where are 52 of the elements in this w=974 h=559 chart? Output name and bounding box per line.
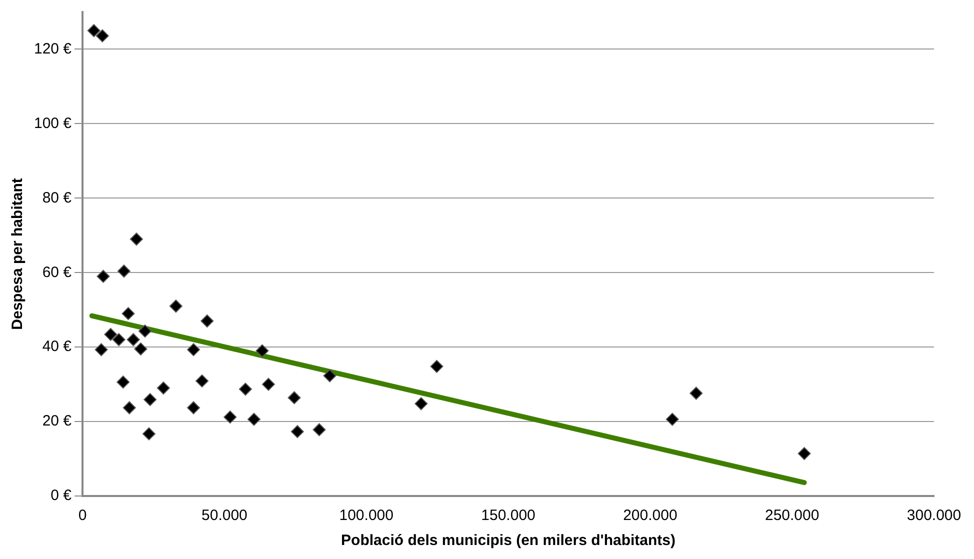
y-axis-title: Despesa per habitant [9,178,26,330]
point [112,333,126,346]
point [156,382,170,395]
x-tick-label: 50.000 [202,507,248,524]
y-tick-label: 100 € [34,114,72,132]
point [414,397,428,410]
y-tick-label: 20 € [42,412,72,430]
x-tick-label: 300.000 [906,507,962,524]
point [247,412,260,426]
point [134,342,148,356]
point [122,307,135,320]
point [116,376,130,389]
point [187,343,200,356]
x-tick-label: 0 [78,507,87,524]
x-tick-label: 150.000 [481,507,536,524]
point [130,232,143,246]
point [104,328,118,341]
y-tick-label: 0 € [50,487,72,504]
point [288,391,301,404]
point [200,314,214,328]
point [238,382,252,396]
x-tick-label: 100.000 [339,507,394,524]
y-tick-label: 40 € [42,338,72,356]
point [117,264,130,278]
point [138,324,152,338]
y-tick-label: 60 € [42,264,72,281]
point [96,270,110,283]
point [122,401,136,414]
point [262,378,275,391]
point [169,300,182,313]
point [196,374,209,388]
x-tick-label: 250.000 [764,507,820,524]
point [96,29,109,42]
point [126,333,140,346]
point [256,344,269,358]
point [430,360,444,373]
point [144,393,157,406]
point [187,401,200,414]
point [94,343,108,356]
point [290,425,304,438]
point [666,412,679,426]
point [690,386,703,400]
x-tick-label: 200.000 [623,507,678,524]
point [87,24,100,38]
x-axis-title: Població dels municipis (en milers d'habitants) [341,532,676,550]
point [312,423,326,436]
y-tick-label: 80 € [42,189,72,206]
point [224,410,237,424]
point [142,427,156,440]
y-tick-label: 120 € [34,40,72,58]
point [798,447,811,460]
point [323,369,336,382]
